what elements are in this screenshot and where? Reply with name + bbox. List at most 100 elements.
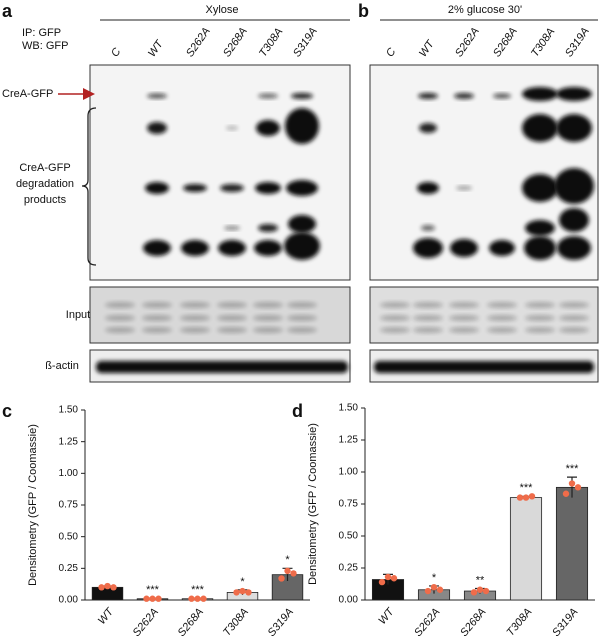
band [285,108,319,144]
band [380,327,410,333]
x-tick-label: S262A [412,606,442,639]
x-tick-label: T308A [221,606,251,639]
significance: * [240,576,245,588]
band-label: CreA-GFP [2,88,53,100]
data-point [574,484,582,491]
input-blot [89,286,351,344]
bar [555,486,589,601]
band [286,180,318,196]
band [413,327,443,333]
y-tick-label: 0.75 [339,499,359,510]
y-tick-label: 1.25 [339,435,359,446]
band [253,302,283,308]
degradation-label: products [24,194,67,206]
band [380,315,410,321]
degradation-label: degradation [16,178,74,190]
band [419,123,437,133]
band [253,315,283,321]
band [413,315,443,321]
band [554,168,594,204]
lane-label: WT [417,37,437,59]
band [226,126,238,130]
band [142,302,172,308]
band [147,122,167,134]
lane-label: C [384,46,398,59]
lane-label: S268A [221,25,250,59]
band [288,215,316,233]
band [559,315,589,321]
condition-label: 2% glucose 30' [448,4,522,16]
y-tick-label: 0.50 [339,531,359,542]
band [183,184,207,192]
band [291,93,313,99]
band [218,240,246,256]
x-tick-label: S268A [176,606,206,639]
data-point [233,589,240,596]
y-tick-label: 1.50 [339,403,359,414]
band [284,232,320,260]
band [181,240,209,256]
band [254,240,282,256]
band [413,238,443,258]
y-tick-label: 0.25 [59,563,79,574]
y-axis-label: Densitometry (GFP / Coomassie) [307,423,319,585]
band [525,327,555,333]
lane-label: T308A [529,26,557,59]
x-tick-label: WT [96,605,117,627]
lane-label: T308A [257,26,285,59]
data-point [155,595,162,602]
data-point [378,578,386,586]
band [217,327,247,333]
data-point [430,584,438,591]
band [454,93,474,99]
ip-label: IP: GFP [22,27,61,39]
data-point [424,587,432,595]
band [287,302,317,308]
band [287,315,317,321]
data-point [245,589,252,596]
data-point [194,595,201,602]
lane-label: S319A [291,25,320,59]
x-tick-label: S268A [458,606,488,639]
data-point [284,567,291,575]
y-tick-label: 1.00 [339,467,359,478]
data-point [436,586,444,593]
band [525,315,555,321]
band [449,315,479,321]
y-tick-label: 1.00 [59,468,79,479]
lane-label: S262A [184,25,213,59]
data-point [149,595,156,602]
band [256,120,280,136]
lane-label: S268A [491,25,520,59]
lane-label: WT [146,37,166,59]
band [557,236,591,260]
band [105,302,135,308]
data-point [522,494,530,501]
y-tick-label: 0.00 [339,595,359,606]
significance: *** [520,482,534,494]
x-tick-label: S319A [550,606,580,639]
input-label: Input [66,309,90,321]
band [380,302,410,308]
band [287,327,317,333]
band [525,302,555,308]
band [556,87,592,101]
band [145,182,169,194]
band [105,315,135,321]
significance: *** [146,584,160,596]
band [487,315,517,321]
band [522,114,558,142]
data-point [98,584,105,591]
data-point [384,573,392,581]
data-point [110,584,117,591]
band [220,184,244,192]
y-tick-label: 1.50 [59,405,79,416]
band [224,226,240,230]
lane-label: S319A [563,25,592,59]
significance: *** [566,463,580,475]
data-point [104,582,111,590]
band [413,302,443,308]
band [258,224,278,232]
panel-letter: a [2,1,13,21]
band [142,327,172,333]
